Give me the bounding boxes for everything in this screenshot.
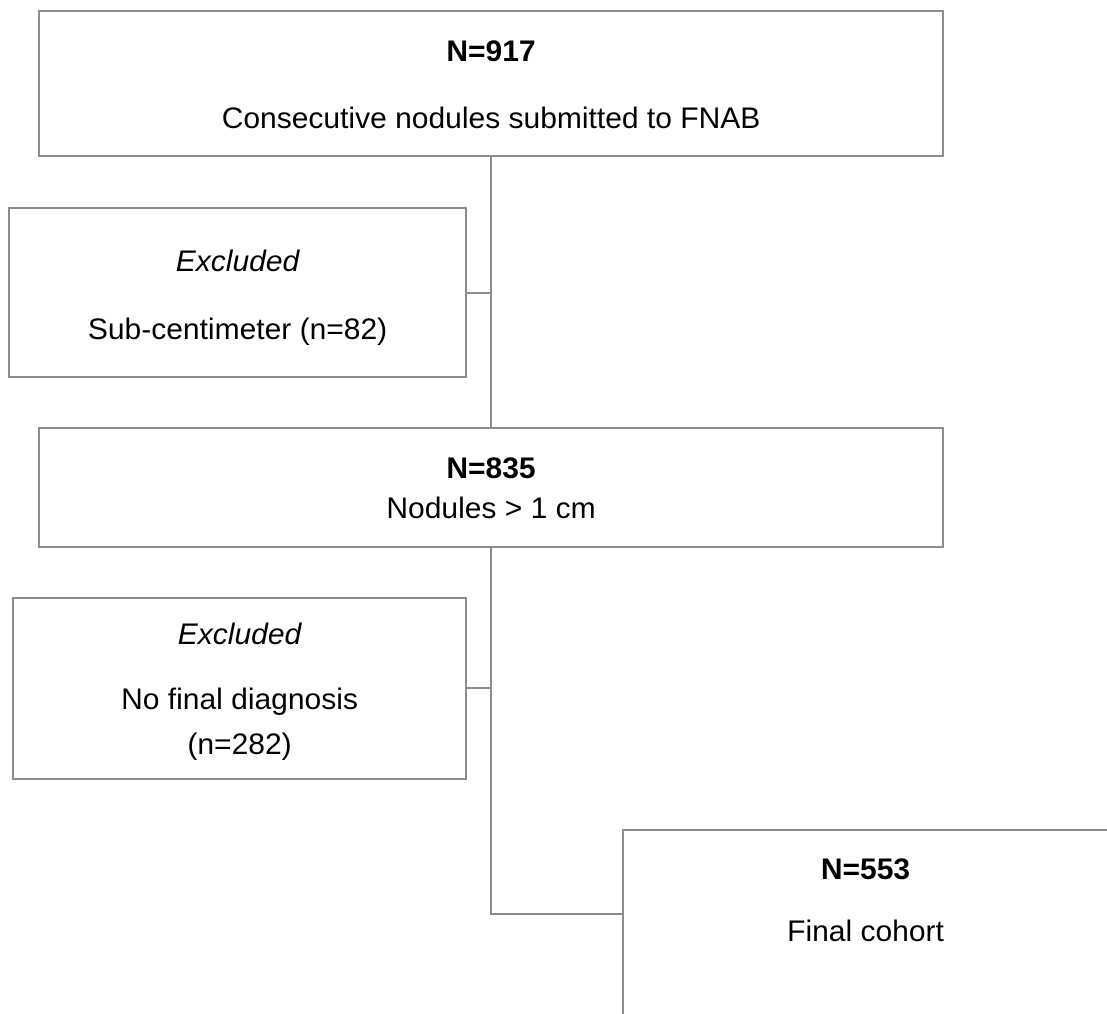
connector [466, 687, 491, 689]
node-box: N=553 Final cohort [622, 829, 1107, 1014]
node-text: Consecutive nodules submitted to FNAB [221, 102, 761, 135]
node-heading: Excluded [175, 245, 300, 278]
node-heading: N=917 [446, 35, 536, 68]
node-text: (n=282) [187, 728, 292, 761]
connector [490, 547, 492, 915]
node-text: Sub-centimeter (n=82) [87, 313, 388, 346]
node-heading: N=553 [820, 853, 911, 886]
node-box: Excluded Sub-centimeter (n=82) [8, 207, 467, 378]
node-text: No final diagnosis [121, 683, 358, 716]
node-text: Final cohort [787, 915, 944, 948]
node-box: N=917 Consecutive nodules submitted to F… [38, 10, 944, 157]
node-heading: N=835 [446, 452, 536, 485]
node-box: Excluded No final diagnosis (n=282) [12, 597, 467, 780]
connector [490, 156, 492, 427]
connector [466, 292, 491, 294]
node-text: Nodules > 1 cm [386, 492, 596, 525]
node-box: N=835 Nodules > 1 cm [38, 427, 944, 548]
connector [490, 913, 622, 915]
node-heading: Excluded [177, 618, 302, 651]
